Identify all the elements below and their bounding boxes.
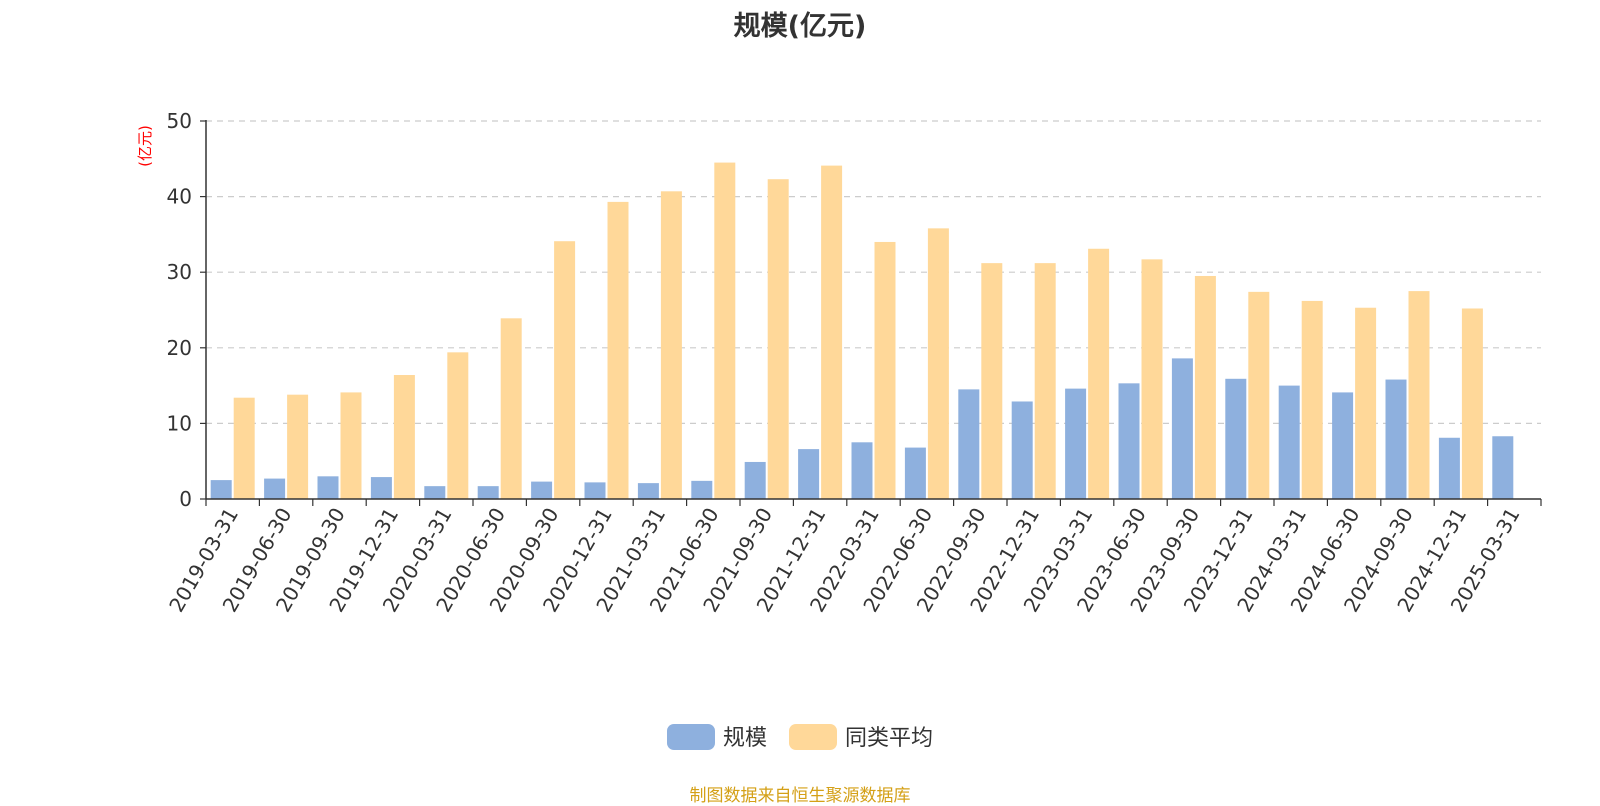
bar-peer-avg-2020-06-30[interactable] bbox=[500, 318, 522, 499]
bar-peer-avg-2024-03-31[interactable] bbox=[1301, 300, 1323, 499]
bar-peer-avg-2023-12-31[interactable] bbox=[1248, 291, 1270, 499]
y-tick-label: 30 bbox=[167, 260, 192, 284]
bar-peer-avg-2019-12-31[interactable] bbox=[393, 375, 415, 499]
bar-scale-2021-03-31[interactable] bbox=[637, 483, 659, 499]
bar-scale-2023-09-30[interactable] bbox=[1171, 358, 1193, 499]
y-tick-label: 20 bbox=[167, 336, 192, 360]
bar-scale-2023-06-30[interactable] bbox=[1118, 383, 1140, 499]
bar-scale-2021-12-31[interactable] bbox=[798, 449, 820, 499]
bar-peer-avg-2024-09-30[interactable] bbox=[1408, 291, 1430, 499]
legend-label-peer-avg[interactable]: 同类平均 bbox=[845, 726, 933, 751]
bar-scale-2019-12-31[interactable] bbox=[370, 477, 392, 499]
bar-peer-avg-2022-09-30[interactable] bbox=[981, 263, 1003, 499]
bar-peer-avg-2022-12-31[interactable] bbox=[1034, 263, 1056, 499]
bar-peer-avg-2020-09-30[interactable] bbox=[554, 241, 576, 500]
bar-peer-avg-2021-12-31[interactable] bbox=[821, 165, 843, 499]
y-tick-label: 10 bbox=[167, 411, 192, 435]
bar-scale-2022-06-30[interactable] bbox=[904, 447, 926, 499]
bars bbox=[210, 162, 1514, 500]
y-tick-label: 40 bbox=[167, 185, 192, 209]
bar-peer-avg-2019-09-30[interactable] bbox=[340, 392, 362, 499]
legend-swatch-peer-avg[interactable] bbox=[789, 724, 837, 750]
bar-peer-avg-2021-03-31[interactable] bbox=[660, 191, 682, 500]
bar-scale-2021-09-30[interactable] bbox=[744, 461, 766, 499]
bar-scale-2024-09-30[interactable] bbox=[1385, 379, 1407, 499]
bar-scale-2019-03-31[interactable] bbox=[210, 480, 232, 499]
bar-scale-2021-06-30[interactable] bbox=[691, 480, 713, 499]
bar-peer-avg-2021-09-30[interactable] bbox=[767, 179, 789, 499]
bar-peer-avg-2024-06-30[interactable] bbox=[1355, 307, 1377, 499]
source-note: 制图数据来自恒生聚源数据库 bbox=[689, 786, 911, 806]
y-tick-label: 50 bbox=[167, 109, 192, 133]
bar-peer-avg-2020-03-31[interactable] bbox=[447, 352, 469, 499]
bar-scale-2020-06-30[interactable] bbox=[477, 486, 499, 499]
bar-peer-avg-2020-12-31[interactable] bbox=[607, 201, 629, 499]
chart-title: 规模(亿元) bbox=[733, 11, 867, 42]
legend-label-scale[interactable]: 规模 bbox=[723, 726, 767, 751]
bar-peer-avg-2019-06-30[interactable] bbox=[287, 394, 309, 499]
bar-scale-2023-03-31[interactable] bbox=[1065, 388, 1087, 499]
bar-scale-2020-09-30[interactable] bbox=[531, 481, 553, 499]
bar-peer-avg-2019-03-31[interactable] bbox=[233, 397, 255, 499]
bar-peer-avg-2021-06-30[interactable] bbox=[714, 162, 736, 499]
bar-scale-2022-12-31[interactable] bbox=[1011, 401, 1033, 499]
bar-peer-avg-2023-06-30[interactable] bbox=[1141, 259, 1163, 499]
y-axis-unit-label: (亿元) bbox=[136, 125, 154, 167]
bar-scale-2019-06-30[interactable] bbox=[264, 478, 286, 499]
bar-peer-avg-2024-12-31[interactable] bbox=[1461, 308, 1483, 499]
legend-swatch-scale[interactable] bbox=[667, 724, 715, 750]
bar-scale-2024-03-31[interactable] bbox=[1278, 385, 1300, 499]
bar-peer-avg-2023-09-30[interactable] bbox=[1194, 275, 1216, 499]
bar-scale-2022-09-30[interactable] bbox=[958, 389, 980, 499]
bar-scale-2024-06-30[interactable] bbox=[1332, 392, 1354, 499]
bar-peer-avg-2023-03-31[interactable] bbox=[1088, 248, 1110, 499]
bar-peer-avg-2022-03-31[interactable] bbox=[874, 241, 896, 499]
bar-scale-2020-12-31[interactable] bbox=[584, 482, 606, 499]
bar-scale-2025-03-31[interactable] bbox=[1492, 436, 1514, 499]
bar-scale-2022-03-31[interactable] bbox=[851, 442, 873, 499]
bar-scale-2024-12-31[interactable] bbox=[1438, 437, 1460, 499]
bar-scale-2023-12-31[interactable] bbox=[1225, 378, 1247, 499]
bar-scale-2019-09-30[interactable] bbox=[317, 476, 339, 499]
bar-peer-avg-2022-06-30[interactable] bbox=[927, 228, 949, 500]
y-tick-label: 0 bbox=[179, 487, 192, 511]
legend[interactable]: 规模 同类平均 bbox=[667, 724, 933, 751]
bar-scale-2020-03-31[interactable] bbox=[424, 486, 446, 499]
